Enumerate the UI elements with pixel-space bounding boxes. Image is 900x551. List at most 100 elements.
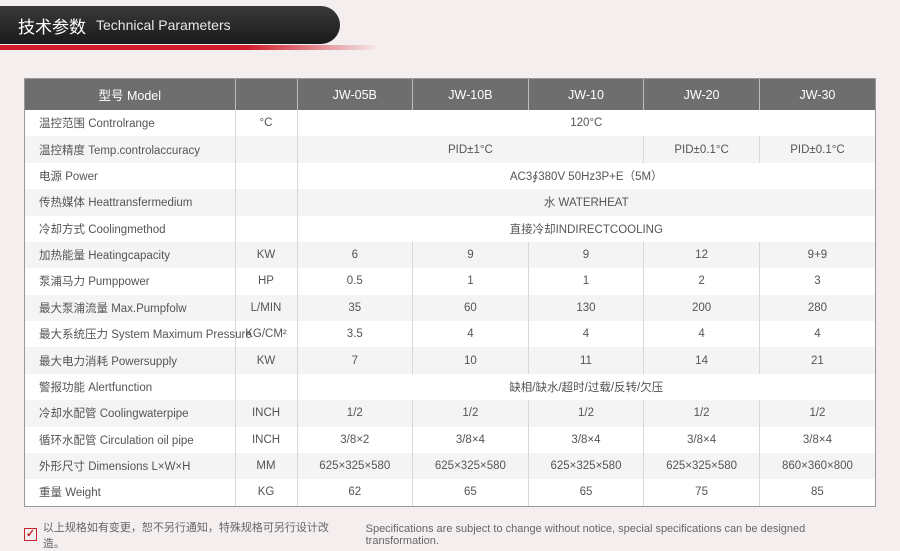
table-row: 冷却方式 Coolingmethod 直接冷却INDIRECTCOOLING bbox=[25, 216, 875, 242]
table-row: 循环水配管 Circulation oil pipeINCH3/8×23/8×4… bbox=[25, 427, 875, 453]
param-value: 21 bbox=[759, 347, 875, 373]
header-title-zh: 技术参数 bbox=[18, 13, 86, 38]
param-label: 温控范围 Controlrange bbox=[25, 110, 235, 136]
param-value: 7 bbox=[297, 347, 413, 373]
col-header-model: 型号 Model bbox=[25, 79, 235, 110]
param-label: 最大系统压力 System Maximum Pressure bbox=[25, 321, 235, 347]
param-value: 1 bbox=[528, 268, 644, 294]
table-row: 外形尺寸 Dimensions L×W×HMM625×325×580625×32… bbox=[25, 453, 875, 479]
table-row: 泵浦马力 PumppowerHP0.51123 bbox=[25, 268, 875, 294]
param-value: 3.5 bbox=[297, 321, 413, 347]
col-header-JW-05B: JW-05B bbox=[297, 79, 413, 110]
param-value: 75 bbox=[644, 479, 760, 505]
param-label: 外形尺寸 Dimensions L×W×H bbox=[25, 453, 235, 479]
param-value: 0.5 bbox=[297, 268, 413, 294]
param-unit bbox=[235, 189, 297, 215]
param-value: 3/8×4 bbox=[644, 427, 760, 453]
param-unit bbox=[235, 216, 297, 242]
param-label: 循环水配管 Circulation oil pipe bbox=[25, 427, 235, 453]
param-value: PID±1°C bbox=[297, 136, 644, 162]
param-value-merged: 水 WATERHEAT bbox=[297, 189, 875, 215]
param-unit: INCH bbox=[235, 427, 297, 453]
param-label: 加热能量 Heatingcapacity bbox=[25, 242, 235, 268]
param-value: 280 bbox=[759, 295, 875, 321]
param-value: 62 bbox=[297, 479, 413, 505]
param-value-merged: AC3∮380V 50Hz3P+E（5M） bbox=[297, 163, 875, 189]
param-value: 1/2 bbox=[644, 400, 760, 426]
col-header-JW-30: JW-30 bbox=[759, 79, 875, 110]
param-value: 10 bbox=[413, 347, 529, 373]
param-value: 3/8×2 bbox=[297, 427, 413, 453]
param-label: 电源 Power bbox=[25, 163, 235, 189]
table-row: 最大系统压力 System Maximum PressureKG/CM²3.54… bbox=[25, 321, 875, 347]
param-value: 6 bbox=[297, 242, 413, 268]
param-value: 1/2 bbox=[759, 400, 875, 426]
param-value: 9 bbox=[528, 242, 644, 268]
param-value: 1/2 bbox=[528, 400, 644, 426]
param-value-merged: 直接冷却INDIRECTCOOLING bbox=[297, 216, 875, 242]
param-unit: MM bbox=[235, 453, 297, 479]
param-unit: °C bbox=[235, 110, 297, 136]
table-row: 温控范围 Controlrange°C120°C bbox=[25, 110, 875, 136]
param-value: 4 bbox=[759, 321, 875, 347]
param-value: 3/8×4 bbox=[528, 427, 644, 453]
col-header-JW-20: JW-20 bbox=[644, 79, 760, 110]
table-row: 警报功能 Alertfunction缺相/缺水/超时/过载/反转/欠压 bbox=[25, 374, 875, 400]
footnote: ✓ 以上规格如有变更，恕不另行通知，特殊规格可另行设计改造。 Specifica… bbox=[24, 519, 876, 551]
param-value: 9+9 bbox=[759, 242, 875, 268]
param-value: 35 bbox=[297, 295, 413, 321]
header-title-en: Technical Parameters bbox=[96, 17, 231, 33]
param-value: 2 bbox=[644, 268, 760, 294]
param-value: 860×360×800 bbox=[759, 453, 875, 479]
param-unit: L/MIN bbox=[235, 295, 297, 321]
spec-table: 型号 Model JW-05BJW-10BJW-10JW-20JW-30 温控范围… bbox=[25, 79, 875, 506]
table-row: 最大泵浦流量 Max.PumpfolwL/MIN3560130200280 bbox=[25, 295, 875, 321]
param-value-merged: 120°C bbox=[297, 110, 875, 136]
param-unit: HP bbox=[235, 268, 297, 294]
param-value: 625×325×580 bbox=[413, 453, 529, 479]
table-row: 电源 Power AC3∮380V 50Hz3P+E（5M） bbox=[25, 163, 875, 189]
param-value: PID±0.1°C bbox=[759, 136, 875, 162]
param-value: 85 bbox=[759, 479, 875, 505]
col-header-JW-10: JW-10 bbox=[528, 79, 644, 110]
param-label: 泵浦马力 Pumppower bbox=[25, 268, 235, 294]
param-unit bbox=[235, 136, 297, 162]
param-unit: KW bbox=[235, 347, 297, 373]
param-value: 1/2 bbox=[297, 400, 413, 426]
param-unit: KG bbox=[235, 479, 297, 505]
param-value: 4 bbox=[413, 321, 529, 347]
param-value: 1/2 bbox=[413, 400, 529, 426]
table-body: 温控范围 Controlrange°C120°C温控精度 Temp.contro… bbox=[25, 110, 875, 506]
param-unit bbox=[235, 163, 297, 189]
table-row: 重量 WeightKG6265657585 bbox=[25, 479, 875, 505]
param-label: 传热媒体 Heattransfermedium bbox=[25, 189, 235, 215]
param-value: 625×325×580 bbox=[644, 453, 760, 479]
param-label: 冷却方式 Coolingmethod bbox=[25, 216, 235, 242]
col-header-JW-10B: JW-10B bbox=[413, 79, 529, 110]
param-value: 200 bbox=[644, 295, 760, 321]
param-value: 1 bbox=[413, 268, 529, 294]
param-value: 9 bbox=[413, 242, 529, 268]
table-row: 加热能量 HeatingcapacityKW699129+9 bbox=[25, 242, 875, 268]
table-row: 温控精度 Temp.controlaccuracyPID±1°CPID±0.1°… bbox=[25, 136, 875, 162]
param-value: 625×325×580 bbox=[528, 453, 644, 479]
param-value: 3/8×4 bbox=[413, 427, 529, 453]
param-label: 最大电力消耗 Powersupply bbox=[25, 347, 235, 373]
param-unit bbox=[235, 374, 297, 400]
param-unit: KG/CM² bbox=[235, 321, 297, 347]
table-row: 传热媒体 Heattransfermedium 水 WATERHEAT bbox=[25, 189, 875, 215]
param-value: 3 bbox=[759, 268, 875, 294]
param-value: 65 bbox=[413, 479, 529, 505]
section-header: 技术参数 Technical Parameters bbox=[0, 6, 340, 44]
param-value: 11 bbox=[528, 347, 644, 373]
param-label: 温控精度 Temp.controlaccuracy bbox=[25, 136, 235, 162]
spec-table-wrapper: 型号 Model JW-05BJW-10BJW-10JW-20JW-30 温控范围… bbox=[24, 78, 876, 507]
footnote-en: Specifications are subject to change wit… bbox=[366, 523, 876, 547]
param-label: 冷却水配管 Coolingwaterpipe bbox=[25, 400, 235, 426]
param-value: 625×325×580 bbox=[297, 453, 413, 479]
param-value: 14 bbox=[644, 347, 760, 373]
param-label: 重量 Weight bbox=[25, 479, 235, 505]
param-value: 60 bbox=[413, 295, 529, 321]
param-label: 最大泵浦流量 Max.Pumpfolw bbox=[25, 295, 235, 321]
param-value: PID±0.1°C bbox=[644, 136, 760, 162]
